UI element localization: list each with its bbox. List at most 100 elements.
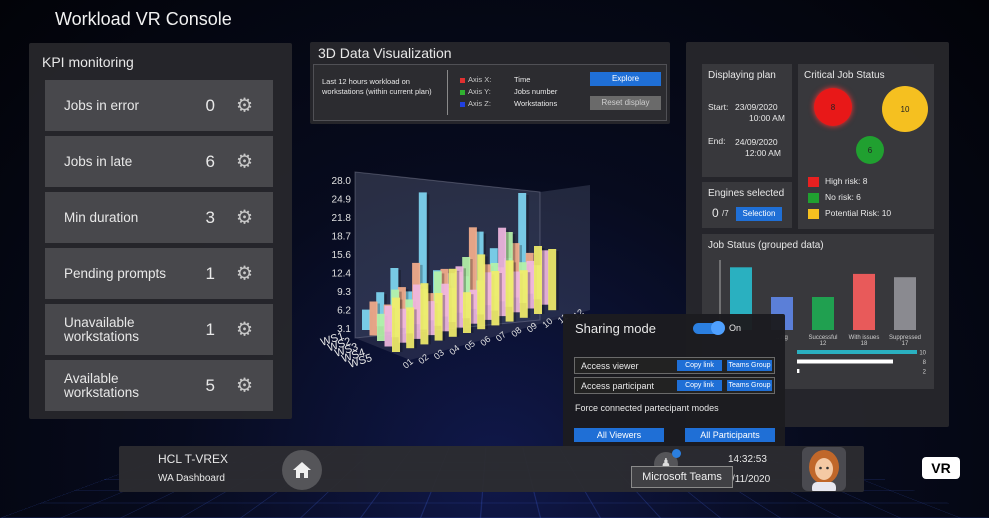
- plan-end-date: 24/09/2020: [735, 137, 778, 147]
- x-axis-label: 09: [525, 320, 539, 334]
- home-button[interactable]: [282, 450, 322, 490]
- job-status-bar[interactable]: [812, 297, 834, 330]
- y-tick-label: 21.8: [332, 213, 352, 224]
- viz-info-box: Last 12 hours workload on workstations (…: [313, 64, 667, 121]
- chart-bar: [511, 243, 520, 298]
- viewer-teams-group-button[interactable]: Teams Group: [727, 360, 772, 371]
- kpi-monitoring-panel: KPI monitoring Jobs in error 0 ⚙ Jobs in…: [29, 43, 292, 419]
- brand-name: HCL T-VREX: [158, 452, 229, 466]
- gear-icon[interactable]: ⚙: [235, 151, 253, 172]
- chart-bar: [384, 305, 393, 347]
- plan-start-time: 10:00 AM: [749, 113, 785, 123]
- chart-bar: [534, 246, 542, 314]
- access-label: Access participant: [581, 381, 655, 391]
- engines-selection-button[interactable]: Selection: [736, 207, 782, 221]
- gear-icon[interactable]: ⚙: [235, 319, 253, 340]
- gear-icon[interactable]: ⚙: [235, 207, 253, 228]
- critical-job-status-card: Critical Job Status 8 10 6 High risk: 8 …: [798, 64, 934, 229]
- axis-z-color-swatch: [460, 101, 465, 107]
- kpi-card-unavailable-workstations[interactable]: Unavailable workstations 1 ⚙: [45, 304, 273, 355]
- displaying-plan-card: Displaying plan Start: 23/09/2020 10:00 …: [702, 64, 792, 177]
- chart-bar: [397, 287, 406, 328]
- chart-bar: [369, 301, 378, 336]
- sharing-mode-panel: Sharing mode On Access viewer Copy link …: [563, 314, 785, 450]
- app-title: Workload VR Console: [55, 9, 232, 29]
- job-progress-value: 10: [919, 351, 926, 357]
- chart-bar: [377, 313, 385, 341]
- participant-teams-group-button[interactable]: Teams Group: [727, 380, 772, 391]
- kpi-label: Min duration: [64, 209, 139, 225]
- job-status-bar[interactable]: [894, 277, 916, 330]
- x-axis-label: 10: [540, 316, 554, 330]
- chart-bar-shade: [442, 295, 446, 341]
- plan-end-time: 12:00 AM: [745, 148, 781, 158]
- legend-label: No risk: 6: [825, 192, 861, 202]
- kpi-card-jobs-in-error[interactable]: Jobs in error 0 ⚙: [45, 80, 273, 131]
- legend-swatch: [808, 192, 819, 203]
- potential-risk-bubble[interactable]: 10: [882, 86, 928, 132]
- chart-bar-shade: [414, 309, 417, 349]
- x-axis-label: 02: [416, 352, 430, 366]
- legend-no-risk: No risk: 6: [808, 192, 861, 203]
- high-risk-bubble[interactable]: 8: [814, 88, 852, 126]
- legend-swatch: [808, 208, 819, 219]
- kpi-card-available-workstations[interactable]: Available workstations 5 ⚙: [45, 360, 273, 411]
- legend-label: Potential Risk: 10: [825, 208, 892, 218]
- chart-bar: [412, 284, 421, 339]
- chart-bar: [518, 193, 527, 289]
- kpi-card-min-duration[interactable]: Min duration 3 ⚙: [45, 192, 273, 243]
- chart-bar: [434, 293, 443, 341]
- viewer-copy-link-button[interactable]: Copy link: [677, 360, 722, 371]
- plan-end-label: End:: [708, 136, 726, 146]
- clock-date: /11/2020: [732, 474, 771, 485]
- gear-icon[interactable]: ⚙: [235, 263, 253, 284]
- chart-bar-shade: [400, 299, 403, 352]
- gear-icon[interactable]: ⚙: [235, 95, 253, 116]
- chart-bar: [498, 227, 507, 317]
- kpi-label: Available workstations: [64, 370, 140, 400]
- x-axis-label: 04: [447, 343, 461, 357]
- kpi-label: Jobs in error: [64, 97, 140, 113]
- kpi-value: 1: [205, 263, 215, 283]
- sharing-state: On: [729, 323, 742, 333]
- plan-title: Displaying plan: [708, 70, 776, 81]
- chart-bar: [519, 270, 528, 318]
- axis-value: Time: [514, 75, 531, 84]
- home-icon: [293, 462, 311, 478]
- legend-potential-risk: Potential Risk: 10: [808, 208, 891, 219]
- job-progress-group: 10 8 2: [797, 350, 927, 376]
- participant-copy-link-button[interactable]: Copy link: [677, 380, 722, 391]
- chart-bar-shade: [471, 294, 474, 333]
- viz-description: Last 12 hours workload on workstations (…: [322, 77, 432, 96]
- engines-total: /7: [722, 209, 729, 218]
- job-bar-value: 12: [820, 341, 827, 347]
- 3d-bar-chart[interactable]: 28.024.921.818.715.612.49.36.23.1 WS1WS2…: [300, 160, 600, 375]
- reset-display-button[interactable]: Reset display: [590, 96, 661, 110]
- job-status-bar[interactable]: [853, 273, 875, 330]
- sharing-toggle[interactable]: [693, 321, 725, 335]
- job-bar-label: With issues: [849, 335, 880, 341]
- explore-button[interactable]: Explore: [590, 72, 661, 86]
- y-tick-label: 28.0: [332, 176, 352, 187]
- no-risk-bubble[interactable]: 6: [856, 136, 884, 164]
- chart-bar-shade: [526, 195, 529, 289]
- legend-label: High risk: 8: [825, 176, 868, 186]
- legend-high-risk: High risk: 8: [808, 176, 868, 187]
- bubble-value: 6: [867, 145, 873, 155]
- legend-swatch: [808, 176, 819, 187]
- user-avatar[interactable]: [802, 447, 846, 491]
- chart-bar-shade: [513, 262, 517, 322]
- sharing-title: Sharing mode: [575, 321, 656, 336]
- axis-y-color-swatch: [460, 89, 465, 95]
- chart-bar-shade: [428, 285, 431, 345]
- all-participants-button[interactable]: All Participants: [685, 428, 775, 442]
- kpi-card-pending-prompts[interactable]: Pending prompts 1 ⚙: [45, 248, 273, 299]
- all-viewers-button[interactable]: All Viewers: [574, 428, 664, 442]
- gear-icon[interactable]: ⚙: [235, 375, 253, 396]
- chart-bar: [540, 250, 549, 305]
- kpi-card-jobs-in-late[interactable]: Jobs in late 6 ⚙: [45, 136, 273, 187]
- chart-bar: [406, 307, 415, 349]
- x-axis-label: 03: [432, 347, 446, 361]
- vr-mode-badge[interactable]: VR: [922, 457, 960, 479]
- kpi-value: 0: [205, 95, 215, 115]
